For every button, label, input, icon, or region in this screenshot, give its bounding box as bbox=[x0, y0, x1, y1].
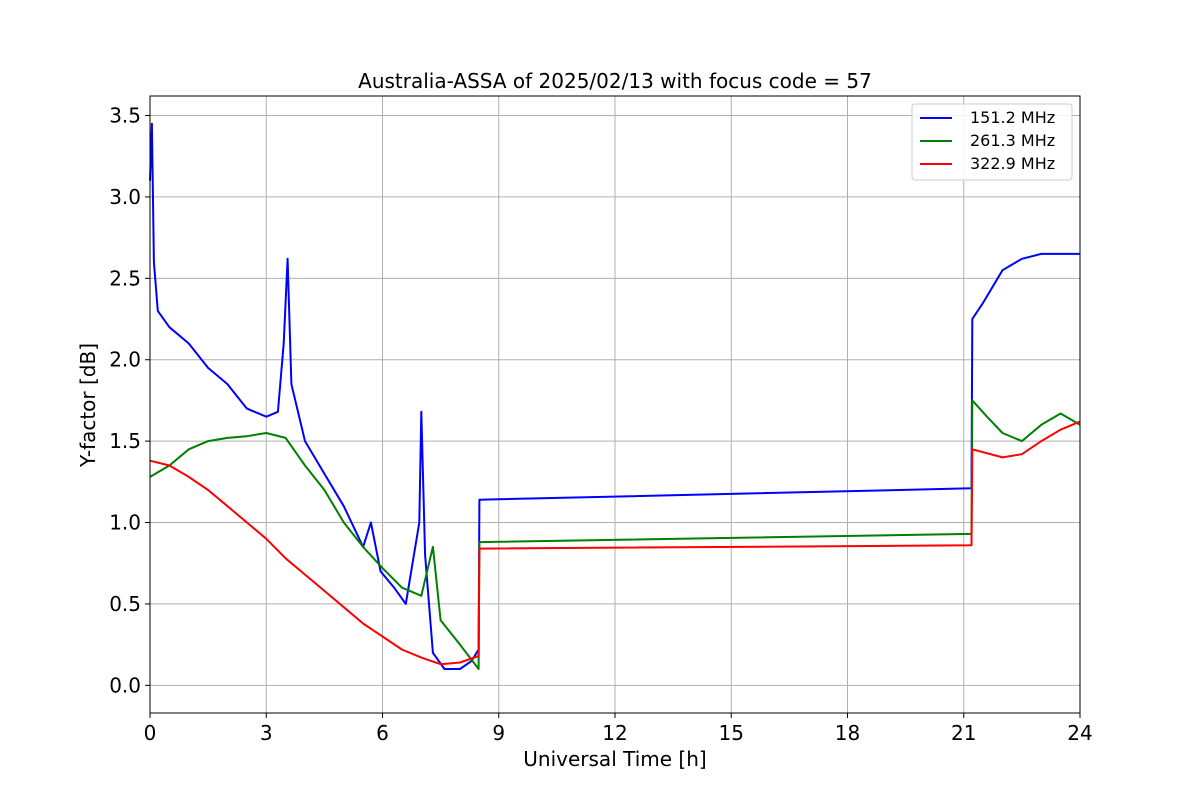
y-tick-label: 0.0 bbox=[109, 673, 141, 697]
y-axis-label: Y-factor [dB] bbox=[76, 343, 100, 468]
legend: 151.2 MHz 261.3 MHz 322.9 MHz bbox=[911, 103, 1073, 181]
x-tick-label: 12 bbox=[602, 721, 627, 745]
y-tick-label: 2.5 bbox=[109, 266, 141, 290]
y-tick-label: 3.0 bbox=[109, 185, 141, 209]
y-axis-ticks: 0.0 0.5 1.0 1.5 2.0 2.5 3.0 3.5 bbox=[109, 104, 150, 697]
x-tick-label: 6 bbox=[376, 721, 389, 745]
x-axis-ticks: 0 3 6 9 12 15 18 21 24 bbox=[144, 713, 1093, 745]
legend-label: 151.2 MHz bbox=[970, 108, 1055, 127]
x-tick-label: 21 bbox=[951, 721, 976, 745]
x-tick-label: 0 bbox=[144, 721, 157, 745]
chart-title: Australia-ASSA of 2025/02/13 with focus … bbox=[358, 69, 872, 93]
x-tick-label: 18 bbox=[835, 721, 860, 745]
series-line-2 bbox=[149, 420, 1081, 666]
y-tick-label: 1.0 bbox=[109, 511, 141, 535]
y-tick-label: 1.5 bbox=[109, 429, 141, 453]
series-line-0 bbox=[149, 122, 1080, 670]
x-tick-label: 24 bbox=[1067, 721, 1092, 745]
series-line-1 bbox=[149, 399, 1081, 670]
legend-label: 322.9 MHz bbox=[970, 154, 1055, 173]
series-lines bbox=[149, 122, 1081, 670]
x-tick-label: 15 bbox=[719, 721, 744, 745]
x-tick-label: 9 bbox=[492, 721, 505, 745]
x-tick-label: 3 bbox=[260, 721, 273, 745]
y-tick-label: 3.5 bbox=[109, 104, 141, 128]
legend-box bbox=[911, 103, 1073, 181]
x-axis-label: Universal Time [h] bbox=[523, 747, 706, 771]
legend-label: 261.3 MHz bbox=[970, 131, 1055, 150]
y-tick-label: 2.0 bbox=[109, 348, 141, 372]
y-tick-label: 0.5 bbox=[109, 592, 141, 616]
